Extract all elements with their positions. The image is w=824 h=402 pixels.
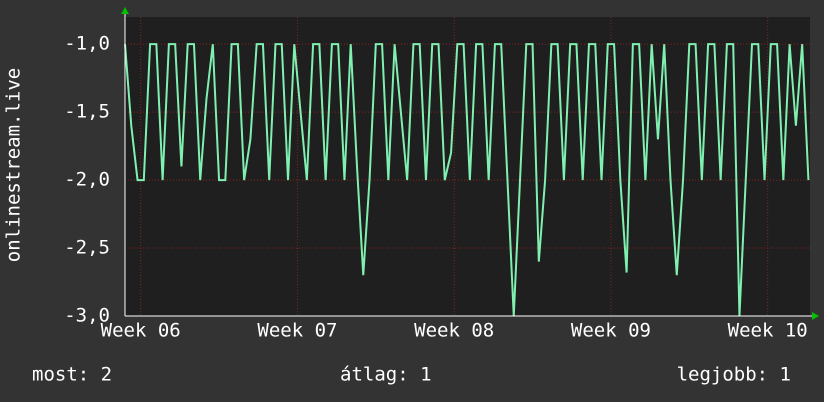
y-tick-label: -2,0 xyxy=(64,169,110,191)
stat-average: átlag: 1 xyxy=(340,364,432,386)
y-tick-label: -1,5 xyxy=(64,101,110,123)
y-arrow xyxy=(121,7,129,14)
stat-current: most: 2 xyxy=(32,364,112,386)
x-arrow xyxy=(812,312,819,320)
y-tick-label: -1,0 xyxy=(64,33,110,55)
x-tick-label: Week 08 xyxy=(414,320,494,342)
y-axis-label: onlinestream.live xyxy=(3,68,25,262)
x-tick-label: Week 06 xyxy=(101,320,181,342)
x-tick-label: Week 10 xyxy=(728,320,808,342)
y-tick-label: -2,5 xyxy=(64,237,110,259)
x-tick-label: Week 09 xyxy=(571,320,651,342)
marks xyxy=(124,43,810,317)
series-line xyxy=(124,43,810,317)
y-tick-label: -3,0 xyxy=(64,305,110,327)
x-tick-label: Week 07 xyxy=(257,320,337,342)
stat-best: legjobb: 1 xyxy=(677,364,791,386)
